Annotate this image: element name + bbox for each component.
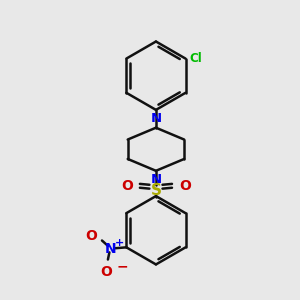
Text: +: +: [115, 238, 124, 248]
Text: O: O: [85, 229, 97, 243]
Text: S: S: [150, 183, 161, 198]
Text: O: O: [100, 265, 112, 279]
Text: O: O: [179, 179, 191, 193]
Text: −: −: [117, 260, 128, 274]
Text: Cl: Cl: [189, 52, 202, 65]
Text: N: N: [150, 173, 161, 186]
Text: O: O: [121, 179, 133, 193]
Text: N: N: [105, 242, 117, 256]
Text: N: N: [150, 112, 161, 125]
